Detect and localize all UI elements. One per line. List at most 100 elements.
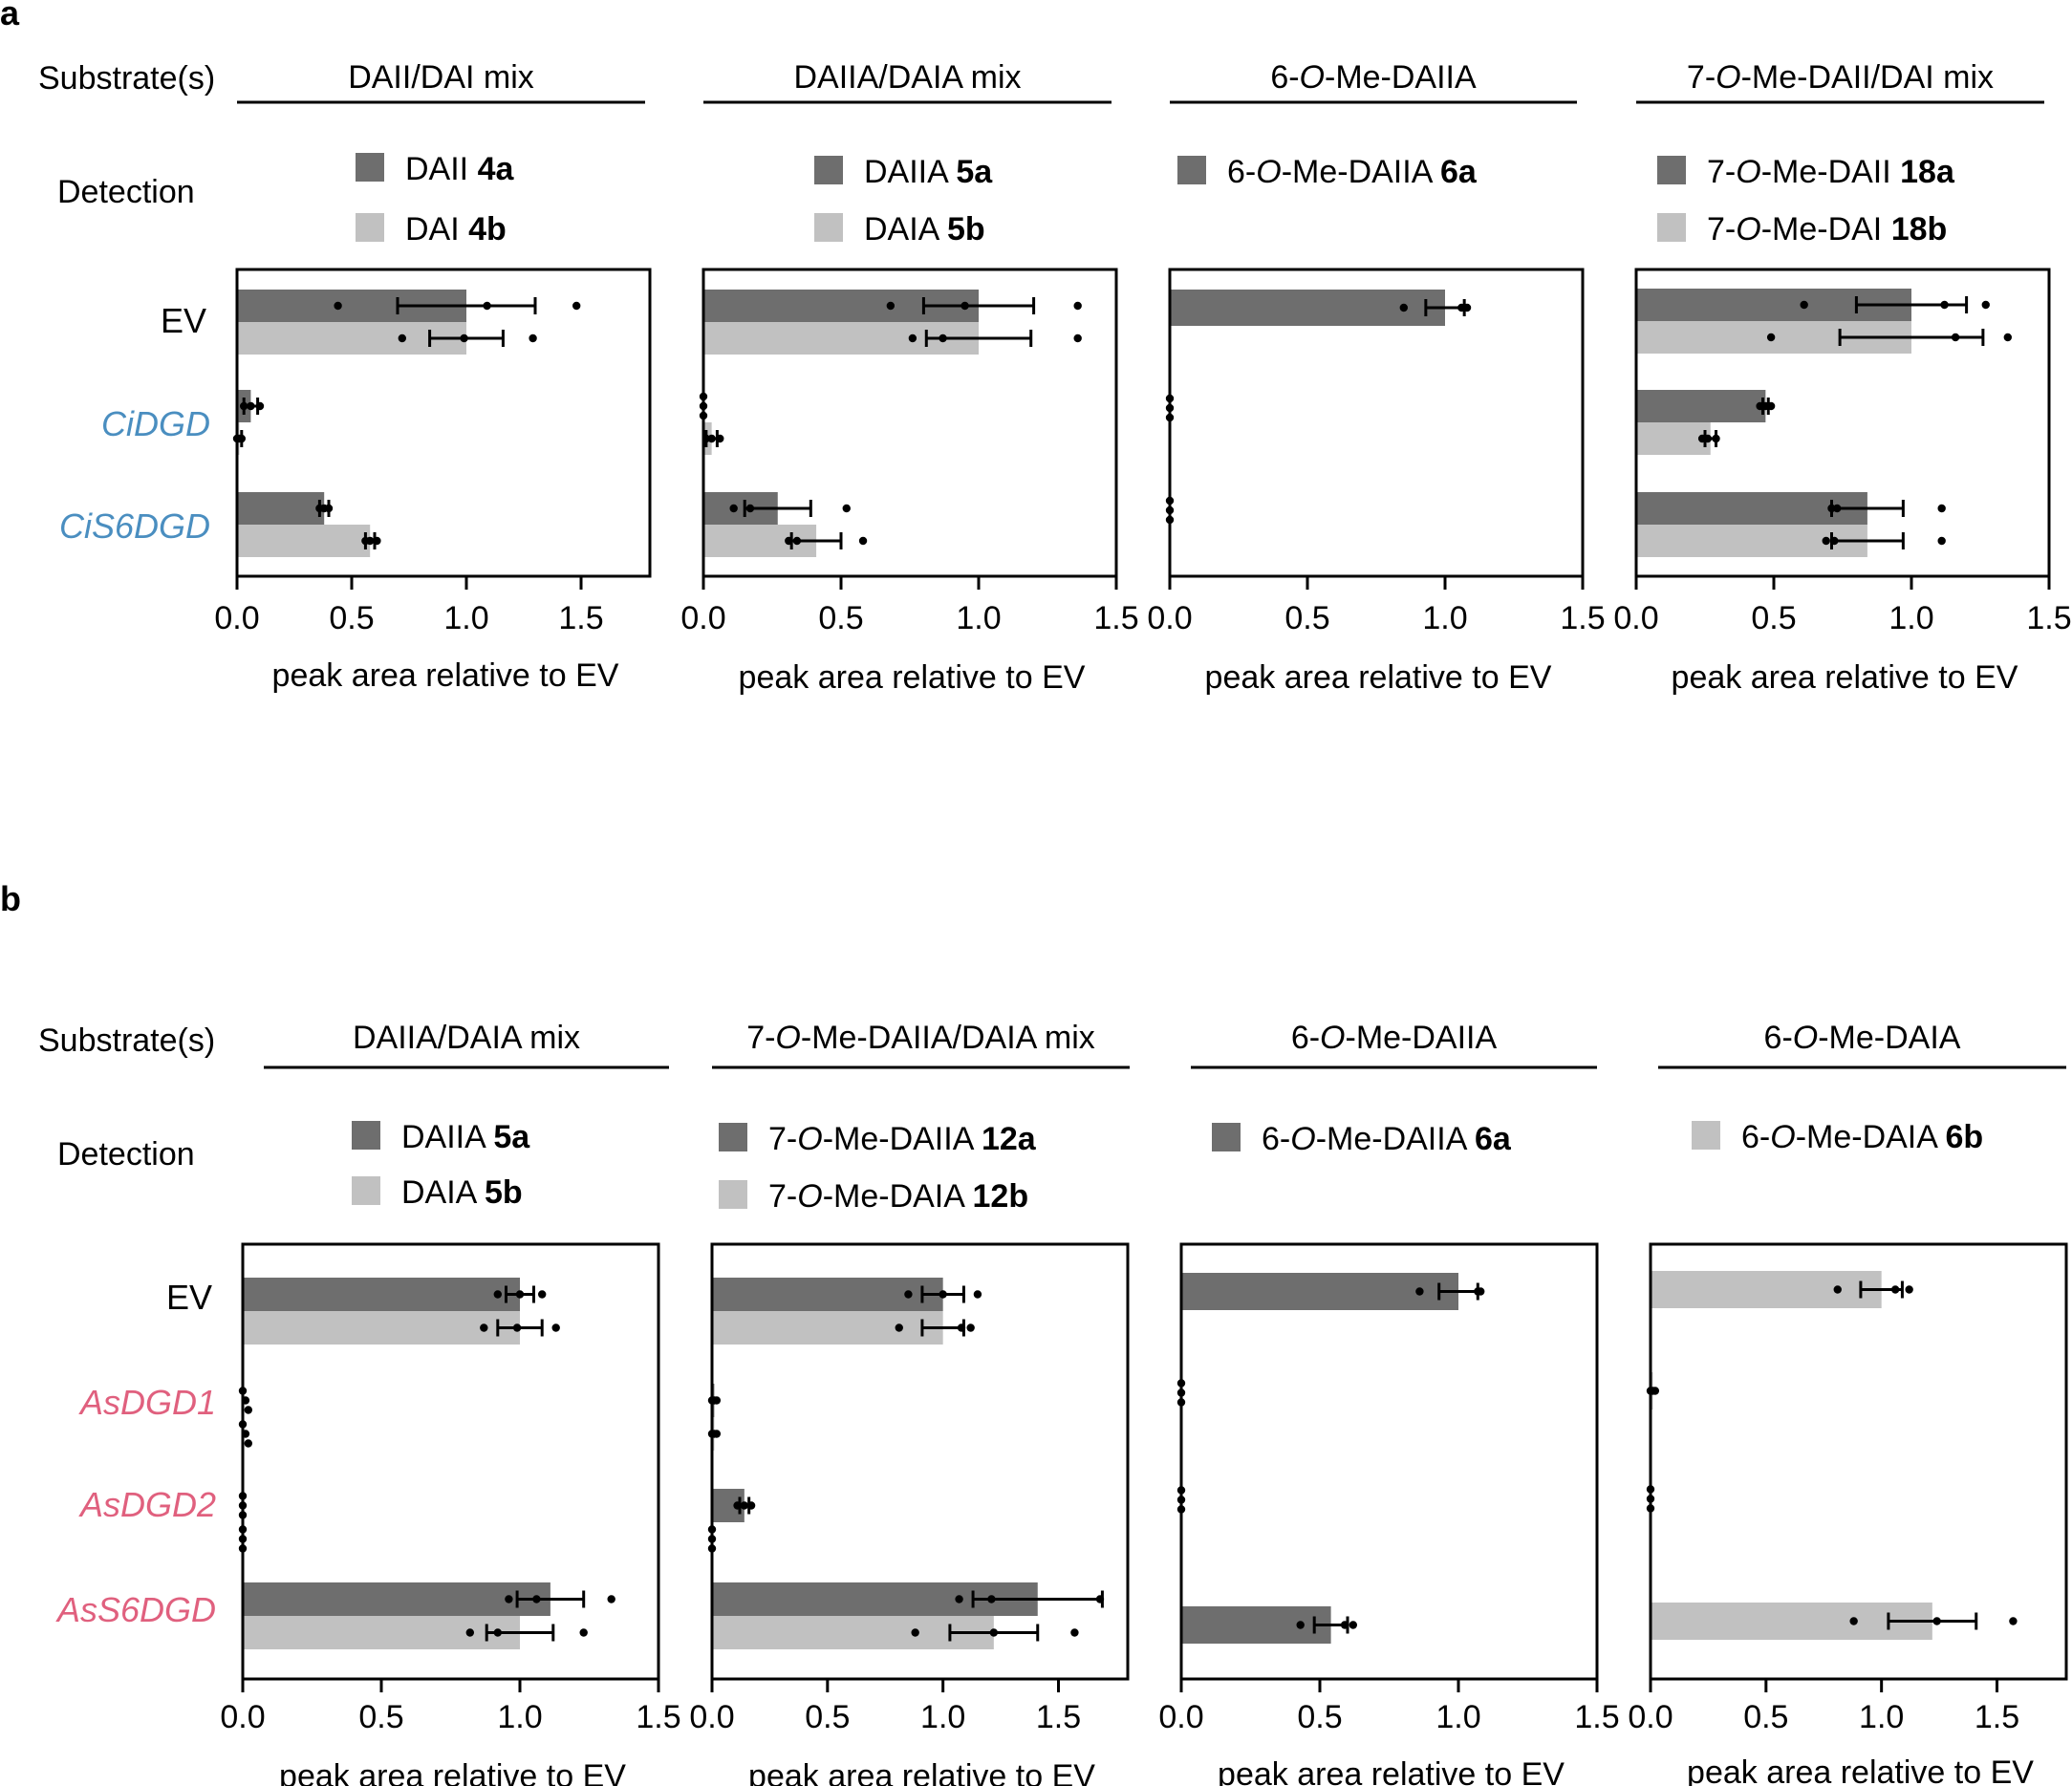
- text-run: 5a: [493, 1119, 530, 1155]
- x-tick-label: 1.0: [920, 1699, 965, 1735]
- x-tick-label: 0.0: [214, 600, 259, 636]
- legend-swatch-dark: [1657, 156, 1686, 184]
- substrate-row-label: Substrate(s): [38, 1022, 215, 1059]
- y-category-label-cidgd: CiDGD: [101, 404, 210, 443]
- text-run: O: [1736, 211, 1760, 247]
- data-point: [334, 301, 342, 311]
- text-run: O: [1320, 1020, 1345, 1056]
- data-point: [465, 1628, 474, 1637]
- data-point: [911, 1628, 919, 1637]
- text-run: DAII: [405, 151, 478, 187]
- text-run: -Me-DAIA: [1796, 1119, 1946, 1155]
- data-point: [1827, 504, 1836, 513]
- data-point: [1830, 536, 1839, 546]
- text-run: -Me-DAIIA: [1346, 1020, 1498, 1056]
- x-tick-label: 1.5: [1036, 1699, 1081, 1735]
- data-point: [2003, 333, 2012, 342]
- data-point: [1296, 1621, 1305, 1629]
- detection-row-label: Detection: [57, 174, 195, 210]
- x-tick-label: 1.5: [1975, 1699, 2019, 1735]
- text-run: -Me-DAII: [1761, 154, 1900, 190]
- bar-dark-ev: [1170, 290, 1445, 326]
- legend-label: 6-O-Me-DAIIA 6a: [1262, 1121, 1512, 1157]
- y-category-label-ass6dgd: AsS6DGD: [55, 1590, 216, 1629]
- x-tick-label: 0.5: [1297, 1699, 1342, 1735]
- data-point: [989, 1628, 999, 1637]
- legend-label: DAIA 5b: [864, 211, 985, 247]
- data-point: [886, 301, 896, 311]
- text-run: 7-: [1707, 211, 1736, 247]
- data-point: [1073, 334, 1082, 343]
- legend-swatch-dark: [719, 1123, 747, 1151]
- data-point: [895, 1323, 903, 1332]
- x-axis-label: peak area relative to EV: [279, 1758, 626, 1786]
- data-point: [572, 301, 581, 311]
- data-point: [1905, 1285, 1913, 1294]
- data-point: [505, 1595, 513, 1603]
- x-axis-label: peak area relative to EV: [1218, 1756, 1565, 1786]
- data-point: [247, 401, 255, 411]
- legend-swatch-light: [814, 213, 843, 242]
- bar-light-cidgd: [1636, 422, 1711, 455]
- x-tick-label: 1.0: [497, 1699, 542, 1735]
- bar-dark-ev: [243, 1278, 520, 1311]
- x-tick-label: 0.0: [1628, 1699, 1673, 1735]
- text-run: 12b: [973, 1178, 1029, 1215]
- text-run: 7-: [768, 1121, 797, 1157]
- legend-label: DAII 4a: [405, 151, 514, 187]
- bar-light-ass6dgd: [712, 1616, 994, 1649]
- data-point: [1697, 434, 1707, 443]
- text-run: DAIA: [401, 1174, 485, 1211]
- x-tick-label: 0.5: [805, 1699, 850, 1735]
- x-axis-label: peak area relative to EV: [272, 657, 619, 694]
- x-tick-label: 1.5: [558, 600, 603, 636]
- bar-dark-cis6dgd: [237, 492, 325, 525]
- legend-swatch-dark: [1177, 156, 1206, 184]
- text-run: DAIIA/DAIA mix: [793, 59, 1021, 96]
- text-run: DAIA: [864, 211, 947, 247]
- text-run: 18a: [1900, 154, 1955, 190]
- x-tick-label: 1.0: [1435, 1699, 1480, 1735]
- legend-label: 6-O-Me-DAIIA 6a: [1227, 154, 1478, 190]
- x-tick-label: 1.0: [443, 600, 488, 636]
- text-run: -Me-DAIA: [1818, 1020, 1961, 1056]
- bar-light-cis6dgd: [237, 525, 371, 557]
- data-point: [237, 434, 246, 443]
- x-tick-label: 1.0: [1422, 600, 1467, 636]
- data-point: [1890, 1285, 1900, 1294]
- text-run: 7-: [1687, 59, 1716, 96]
- bar-dark-ass6dgd: [1181, 1606, 1331, 1644]
- data-point: [460, 334, 468, 343]
- legend-swatch-dark: [814, 156, 843, 184]
- data-point: [366, 536, 375, 546]
- bar-dark-ass6dgd: [243, 1582, 550, 1616]
- data-point: [483, 301, 491, 311]
- data-point: [712, 1396, 722, 1405]
- data-point: [512, 1323, 522, 1332]
- x-tick-label: 0.0: [1613, 600, 1658, 636]
- data-point: [480, 1323, 488, 1332]
- bar-light-ass6dgd: [1651, 1603, 1932, 1640]
- data-point: [529, 334, 537, 343]
- data-point: [1937, 504, 1946, 513]
- text-run: -Me-DAIIA: [1282, 154, 1440, 190]
- text-run: 6-: [1262, 1121, 1290, 1157]
- text-run: 6b: [1946, 1119, 1984, 1155]
- data-point: [1462, 303, 1472, 312]
- data-point: [1951, 333, 1960, 342]
- data-point: [1822, 536, 1830, 546]
- text-run: -Me-DAIIA: [823, 1121, 982, 1157]
- data-point: [1761, 401, 1770, 411]
- data-point: [1932, 1617, 1941, 1625]
- legend-label: DAIA 5b: [401, 1174, 523, 1211]
- data-point: [1833, 1285, 1842, 1294]
- x-axis-label: peak area relative to EV: [1672, 659, 2018, 696]
- x-tick-label: 0.0: [680, 600, 725, 636]
- data-point: [1940, 300, 1949, 310]
- substrate-title: DAIIA/DAIA mix: [353, 1020, 580, 1056]
- data-point: [966, 1323, 975, 1332]
- text-run: -Me-DAIIA: [1325, 59, 1477, 96]
- x-tick-label: 0.5: [329, 600, 374, 636]
- text-run: 4b: [468, 211, 507, 247]
